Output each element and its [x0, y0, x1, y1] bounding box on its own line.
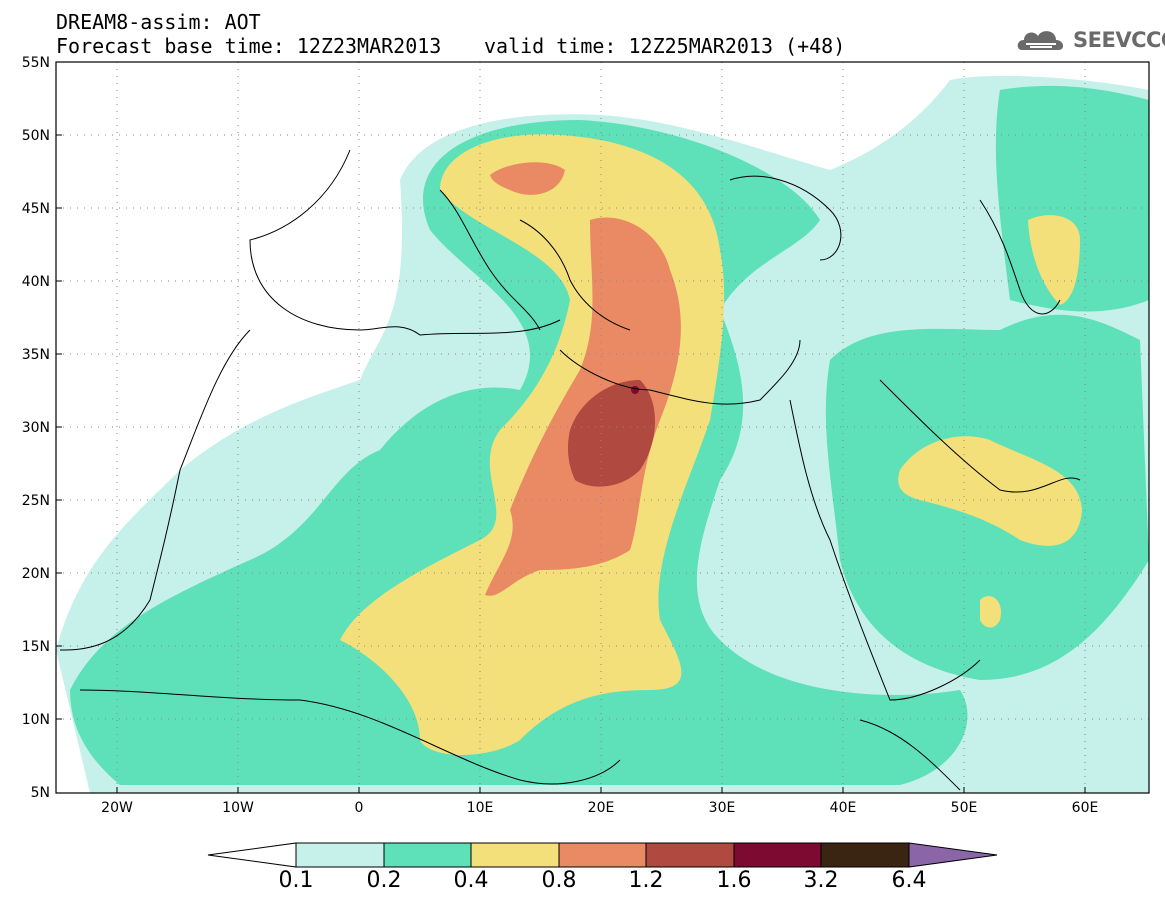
- lat-label-50n: 50N: [21, 128, 50, 144]
- colorbar-label-0.2: 0.2: [366, 868, 402, 893]
- colorbar-label-1.2: 1.2: [628, 868, 664, 893]
- lon-label-10w: 10W: [222, 800, 254, 816]
- lat-label-55n: 55N: [21, 55, 50, 71]
- aot-contour-0.4-oman: [980, 596, 1001, 628]
- colorbar-bin-0.2: [383, 842, 472, 868]
- colorbar-bin-0.1: [295, 842, 385, 868]
- lon-label-20w: 20W: [101, 800, 133, 816]
- lon-label-20e: 20E: [587, 800, 615, 816]
- colorbar-bin-3.2: [820, 842, 910, 868]
- aot-contour-0.4-caspian: [1028, 215, 1080, 305]
- aot-contour-0.8: [485, 217, 681, 596]
- lat-label-5n: 5N: [30, 785, 50, 801]
- colorbar-label-1.6: 1.6: [716, 868, 752, 893]
- colorbar: [207, 842, 998, 868]
- lon-label-60e: 60E: [1071, 800, 1099, 816]
- colorbar-label-0.4: 0.4: [453, 868, 489, 893]
- colorbar-label-0.8: 0.8: [541, 868, 577, 893]
- map-title: DREAM8-assim: AOT: [56, 10, 261, 34]
- tick-marks: [56, 134, 1086, 793]
- aot-contour-0.8-alps: [490, 162, 565, 195]
- cloud-logo-icon: [1017, 31, 1064, 50]
- valid-time: valid time: 12Z25MAR2013 (+48): [484, 34, 846, 58]
- logo-text: SEEVCCC: [1073, 28, 1165, 52]
- lon-label-10e: 10E: [466, 800, 494, 816]
- gridlines: [56, 62, 1149, 793]
- lat-label-20n: 20N: [21, 566, 50, 582]
- lon-label-50e: 50E: [950, 800, 978, 816]
- colorbar-label-0.1: 0.1: [278, 868, 314, 893]
- colorbar-bin-1.6: [733, 842, 822, 868]
- aot-contour-0.4-arabia: [898, 436, 1082, 546]
- lon-label-0: 0: [354, 800, 364, 816]
- aot-field: [56, 75, 1149, 793]
- colorbar-label-3.2: 3.2: [803, 868, 839, 893]
- forecast-base-time: Forecast base time: 12Z23MAR2013: [56, 34, 442, 58]
- colorbar-bin-1.2: [645, 842, 735, 868]
- lat-label-45n: 45N: [21, 201, 50, 217]
- colorbar-bin-0.8: [558, 842, 647, 868]
- lon-label-30e: 30E: [708, 800, 736, 816]
- lat-label-30n: 30N: [21, 420, 50, 436]
- lat-label-40n: 40N: [21, 274, 50, 290]
- lat-label-15n: 15N: [21, 639, 50, 655]
- colorbar-bin-0.4: [470, 842, 560, 868]
- colorbar-label-6.4: 6.4: [891, 868, 927, 893]
- lon-label-40e: 40E: [829, 800, 857, 816]
- aot-contour-1.2: [567, 380, 655, 487]
- coastlines: [59, 149, 1081, 791]
- colorbar-below-arrow: [207, 842, 297, 868]
- aot-contour-1.6: [631, 386, 639, 394]
- lat-label-10n: 10N: [21, 712, 50, 728]
- lat-label-25n: 25N: [21, 493, 50, 509]
- lat-label-35n: 35N: [21, 347, 50, 363]
- colorbar-above-arrow: [908, 842, 998, 868]
